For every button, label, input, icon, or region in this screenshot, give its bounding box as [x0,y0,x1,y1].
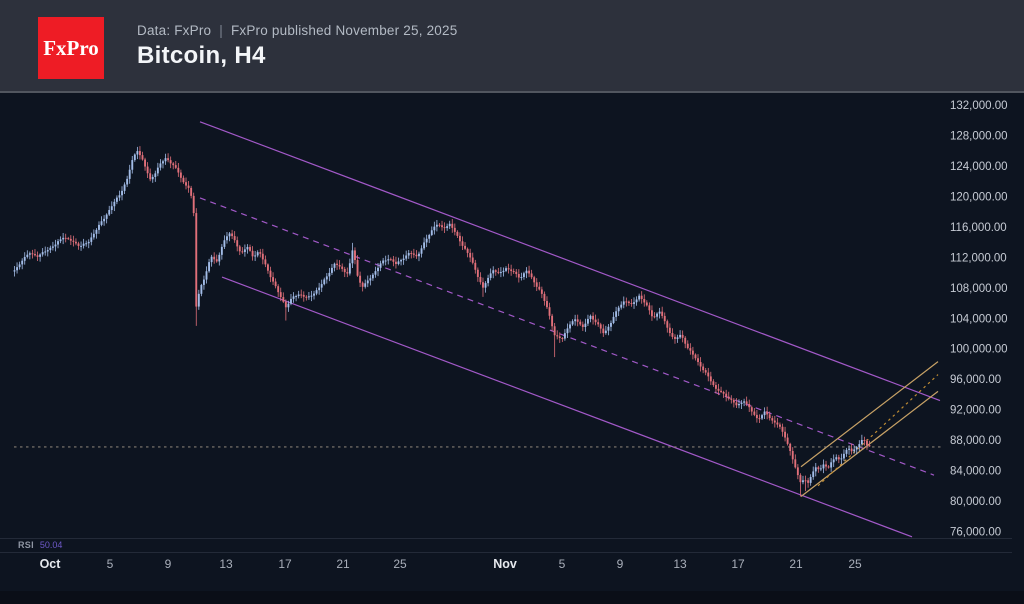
fxpro-logo: FxPro [38,17,104,79]
svg-text:13: 13 [673,557,687,571]
svg-text:80,000.00: 80,000.00 [950,496,1001,508]
svg-text:96,000.00: 96,000.00 [950,374,1001,386]
svg-text:17: 17 [731,557,745,571]
header: FxPro Data: FxPro | FxPro published Novemb… [0,0,1024,93]
svg-text:Oct: Oct [40,557,62,571]
svg-text:108,000.00: 108,000.00 [950,283,1008,295]
svg-text:116,000.00: 116,000.00 [950,222,1007,234]
svg-text:9: 9 [165,557,172,571]
rsi-value: 50.04 [39,540,63,550]
svg-text:100,000.00: 100,000.00 [950,344,1008,356]
svg-text:13: 13 [219,557,233,571]
descending-channel-median [199,197,935,476]
svg-text:21: 21 [789,557,803,571]
svg-text:25: 25 [393,557,407,571]
ascending-channel-lower [800,390,939,497]
svg-text:5: 5 [107,557,114,571]
descending-channel-upper [199,121,941,402]
y-axis-labels: 132,000.00 128,000.00 124,000.00 120,000.00… [950,100,1008,539]
separator: | [219,23,223,38]
descending-channel-lower [221,276,913,538]
svg-text:92,000.00: 92,000.00 [950,405,1001,417]
ascending-median-dotted [817,374,939,487]
svg-text:88,000.00: 88,000.00 [950,435,1001,447]
svg-text:21: 21 [336,557,350,571]
svg-text:5: 5 [559,557,566,571]
svg-text:128,000.00: 128,000.00 [950,130,1008,142]
trend-lines [14,121,942,538]
x-axis-labels: Oct 5 9 13 17 21 25 Nov 5 9 13 17 21 25 [40,557,862,571]
rsi-panel: RSI 50.04 [18,539,62,551]
rsi-label: RSI [18,540,34,550]
svg-text:132,000.00: 132,000.00 [950,100,1008,112]
ascending-channel-upper [800,361,939,468]
svg-text:9: 9 [617,557,624,571]
bottom-band [0,591,1024,604]
svg-text:76,000.00: 76,000.00 [950,527,1001,539]
svg-text:124,000.00: 124,000.00 [950,161,1008,173]
svg-text:112,000.00: 112,000.00 [950,252,1007,264]
chart-meta-line: Data: FxPro | FxPro published November 25,… [137,23,457,38]
rsi-panel-dividers [0,538,1012,553]
svg-text:Nov: Nov [493,557,517,571]
svg-text:120,000.00: 120,000.00 [950,191,1008,203]
chart-title: Bitcoin, H4 [137,42,266,69]
svg-text:25: 25 [848,557,862,571]
svg-text:84,000.00: 84,000.00 [950,466,1001,478]
published-label: FxPro published November 25, 2025 [230,23,458,38]
svg-text:104,000.00: 104,000.00 [950,313,1008,325]
candlestick-series [13,146,871,497]
fxpro-logo-text: FxPro [43,35,99,60]
svg-text:17: 17 [278,557,292,571]
data-source-label: Data: FxPro [137,23,212,38]
